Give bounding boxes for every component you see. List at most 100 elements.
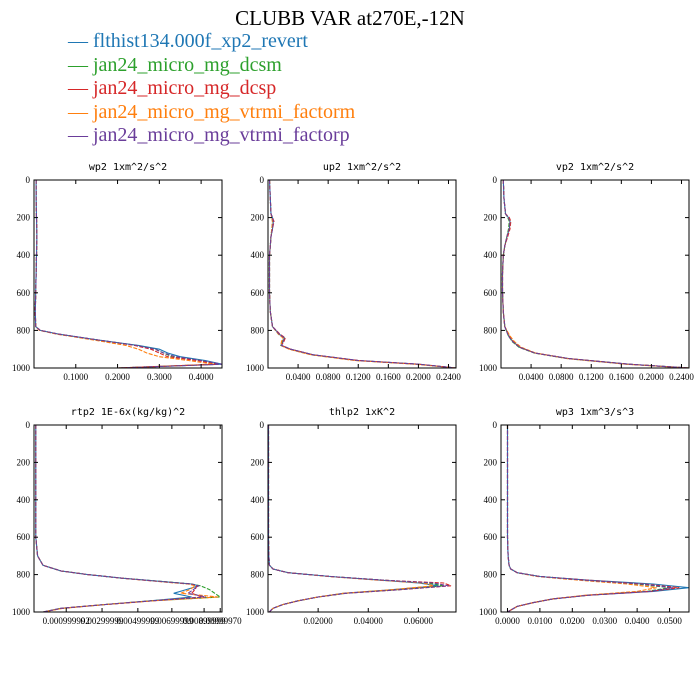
y-tick-label: 0: [493, 420, 498, 430]
series-line: [34, 180, 222, 368]
y-tick-label: 400: [251, 250, 265, 260]
x-tick-label: 0.02000: [304, 616, 334, 626]
y-tick-label: 600: [484, 532, 498, 542]
y-tick-label: 200: [484, 457, 498, 467]
y-tick-label: 400: [251, 495, 265, 505]
y-tick-label: 200: [251, 213, 265, 223]
x-tick-label: 0.0400: [519, 372, 544, 382]
y-tick-label: 600: [484, 288, 498, 298]
series-line: [268, 425, 439, 612]
series-line: [35, 425, 203, 612]
series-line: [268, 180, 456, 368]
x-tick-label: 0.1200: [579, 372, 604, 382]
legend-item: — flthist134.000f_xp2_revert: [68, 30, 308, 52]
x-tick-label: 0.00699999: [150, 616, 193, 626]
chart-panel: wp2 1xm^2/s^2 0 200 400 600 800 1000 0.1000 0.20…: [12, 162, 223, 382]
x-tick-label: 0.0500: [657, 616, 682, 626]
plot-frame: [267, 179, 457, 369]
series-line: [268, 425, 434, 612]
x-tick-label: 0.00999970: [199, 616, 242, 626]
chart-panel: rtp2 1E-6x(kg/kg)^2 0 200 400 600 800 1000 0.00…: [12, 407, 242, 626]
legend-item: — jan24_micro_mg_dcsp: [68, 77, 277, 99]
panel-title: up2 1xm^2/s^2: [323, 162, 401, 173]
x-tick-label: 0.2000: [105, 372, 130, 382]
y-tick-label: 0: [26, 175, 31, 185]
x-tick-label: 0.00499999: [116, 616, 159, 626]
x-tick-label: 0.0000: [495, 616, 520, 626]
series-line: [34, 180, 218, 368]
x-tick-label: 0.1600: [609, 372, 634, 382]
y-tick-label: 1000: [479, 607, 498, 617]
y-tick-label: 200: [17, 457, 31, 467]
y-tick-label: 800: [251, 570, 265, 580]
y-tick-label: 600: [17, 288, 31, 298]
y-tick-label: 0: [26, 420, 31, 430]
legend-item: — jan24_micro_mg_dcsm: [68, 53, 282, 76]
x-tick-label: 0.2000: [406, 372, 431, 382]
y-tick-label: 800: [251, 325, 265, 335]
y-tick-label: 600: [251, 288, 265, 298]
legend: — flthist134.000f_xp2_revert — jan24_mic…: [68, 30, 355, 148]
y-tick-label: 200: [251, 457, 265, 467]
y-tick-label: 400: [17, 495, 31, 505]
y-tick-label: 400: [17, 250, 31, 260]
y-tick-label: 800: [17, 570, 31, 580]
chart-panel: vp2 1xm^2/s^2 0 200 400 600 800 1000 0.0400 0.08…: [479, 162, 694, 382]
legend-item: — jan24_micro_mg_vtrmi_factorm: [68, 100, 356, 123]
series-line: [506, 425, 673, 612]
x-tick-label: 0.4000: [189, 372, 214, 382]
x-tick-label: 0.1000: [63, 372, 88, 382]
series-line: [506, 425, 689, 612]
y-tick-label: 1000: [246, 607, 265, 617]
x-tick-label: 0.0400: [286, 372, 311, 382]
plot-frame: [33, 424, 223, 613]
figure-title: CLUBB VAR at270E,-12N: [235, 6, 465, 30]
y-tick-label: 200: [484, 213, 498, 223]
y-tick-label: 800: [484, 570, 498, 580]
x-tick-label: 0.2000: [639, 372, 664, 382]
x-tick-label: 0.06000: [404, 616, 434, 626]
series-line: [268, 180, 456, 368]
series-line: [501, 180, 689, 368]
y-tick-label: 600: [251, 532, 265, 542]
x-tick-label: 0.2400: [436, 372, 461, 382]
y-tick-label: 1000: [12, 607, 31, 617]
x-tick-label: 0.0400: [625, 616, 650, 626]
plot-frame: [33, 179, 223, 369]
series-line: [35, 425, 207, 612]
series-line: [34, 180, 222, 368]
y-tick-label: 400: [484, 495, 498, 505]
y-tick-label: 0: [493, 175, 498, 185]
x-tick-label: 0.0300: [592, 616, 617, 626]
panel-title: rtp2 1E-6x(kg/kg)^2: [71, 407, 185, 418]
plot-frame: [500, 179, 690, 369]
plot-frame: [500, 424, 690, 613]
series-line: [268, 180, 456, 368]
y-tick-label: 800: [17, 325, 31, 335]
x-tick-label: 0.0800: [316, 372, 341, 382]
y-tick-label: 400: [484, 250, 498, 260]
panel-title: thlp2 1xK^2: [329, 407, 395, 418]
x-tick-label: 0.04000: [354, 616, 384, 626]
y-tick-label: 600: [17, 532, 31, 542]
x-tick-label: 0.1600: [376, 372, 401, 382]
x-tick-label: 0.00299999: [81, 616, 124, 626]
series-line: [34, 180, 214, 368]
series-line: [268, 180, 456, 368]
x-tick-label: 0.00899999: [183, 616, 226, 626]
series-line: [35, 425, 201, 612]
chart-panel: thlp2 1xK^2 0 200 400 600 800 1000 0.02000 0.040…: [246, 407, 457, 626]
y-tick-label: 0: [260, 175, 265, 185]
plot-frame: [267, 424, 457, 613]
x-tick-label: 0.0200: [560, 616, 585, 626]
x-tick-label: 0.0800: [549, 372, 574, 382]
series-line: [501, 180, 689, 368]
y-tick-label: 1000: [246, 363, 265, 373]
x-tick-label: 0.000999992: [43, 616, 90, 626]
series-line: [501, 180, 689, 368]
panel-title: vp2 1xm^2/s^2: [556, 162, 634, 173]
legend-item: — jan24_micro_mg_vtrmi_factorp: [68, 124, 350, 146]
y-tick-label: 0: [260, 420, 265, 430]
x-tick-label: 0.1200: [346, 372, 371, 382]
